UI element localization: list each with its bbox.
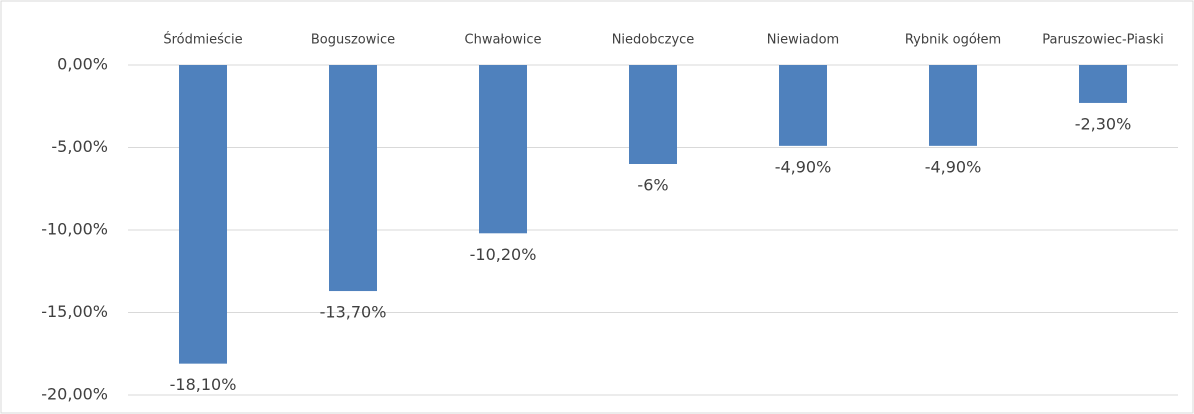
x-tick-label: Śródmieście	[163, 32, 242, 48]
x-tick-label: Chwałowice	[465, 33, 542, 48]
y-tick-label: -20,00%	[41, 385, 108, 404]
bar	[1079, 65, 1127, 103]
y-tick-label: -10,00%	[41, 220, 108, 239]
y-tick-label: -5,00%	[51, 137, 108, 156]
bar	[329, 65, 377, 292]
y-tick-label: 0,00%	[57, 55, 108, 74]
value-label: -4,90%	[925, 157, 982, 176]
value-label: -4,90%	[775, 157, 832, 176]
value-label: -10,20%	[470, 245, 537, 264]
bar	[479, 65, 527, 234]
x-tick-label: Rybnik ogółem	[905, 33, 1001, 48]
x-tick-label: Boguszowice	[311, 33, 395, 48]
value-label: -2,30%	[1075, 114, 1132, 133]
bar	[629, 65, 677, 164]
bar	[179, 65, 227, 364]
bar	[929, 65, 977, 146]
x-tick-label: Niewiadom	[767, 33, 839, 48]
x-tick-label: Niedobczyce	[612, 33, 695, 48]
value-label: -18,10%	[170, 375, 237, 394]
bar	[779, 65, 827, 146]
value-label: -6%	[637, 176, 668, 195]
y-tick-label: -15,00%	[41, 302, 108, 321]
value-label: -13,70%	[320, 303, 387, 322]
x-tick-label: Paruszowiec-Piaski	[1042, 33, 1163, 48]
